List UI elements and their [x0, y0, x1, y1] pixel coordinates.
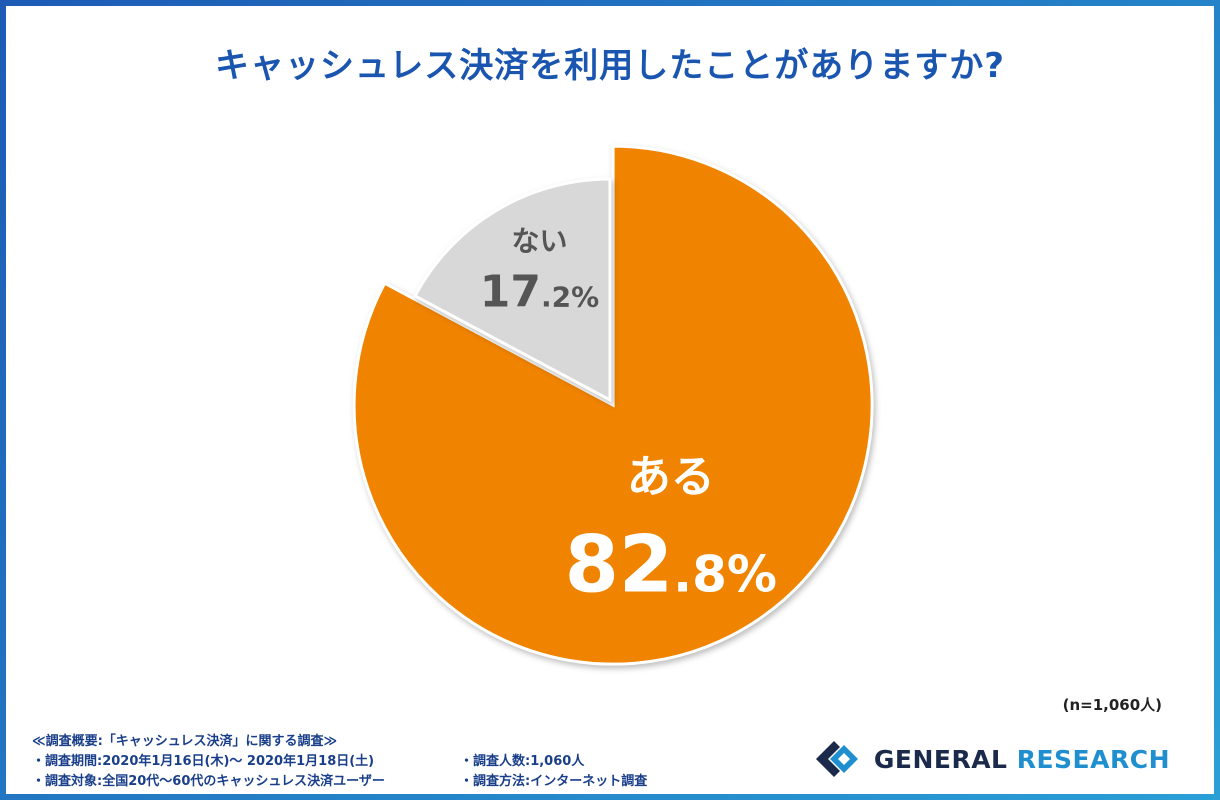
survey-target: ・調査対象:全国20代〜60代のキャッシュレス決済ユーザー — [32, 774, 385, 789]
chart-title: キャッシュレス決済を利用したことがありますか? — [214, 46, 1006, 86]
survey-period: ・調査期間:2020年1月16日(木)〜 2020年1月18日(土) — [32, 754, 375, 769]
survey-count: ・調査人数:1,060人 — [460, 754, 585, 769]
sample-size: (n=1,060人) — [1062, 696, 1162, 714]
brand-word-general: GENERAL — [873, 744, 1008, 774]
slice-value-nai: 17.2% — [480, 267, 599, 318]
survey-notes: ≪調査概要:「キャッシュレス決済」に関する調査≫ ・調査期間:2020年1月16… — [32, 732, 647, 792]
brand-mark-icon — [815, 741, 858, 777]
slice-value-aru: 82.8% — [565, 520, 777, 610]
survey-heading: ≪調査概要:「キャッシュレス決済」に関する調査≫ — [32, 734, 338, 749]
brand-logo: GENERAL RESEARCH — [810, 735, 1170, 783]
slice-label-nai: ない — [512, 225, 568, 258]
slice-label-aru: ある — [627, 451, 715, 502]
pie-slice-aru — [352, 144, 874, 666]
brand-word-research: RESEARCH — [1016, 744, 1170, 774]
pie-slice-nai — [412, 177, 612, 403]
survey-method: ・調査方法:インターネット調査 — [460, 774, 648, 789]
